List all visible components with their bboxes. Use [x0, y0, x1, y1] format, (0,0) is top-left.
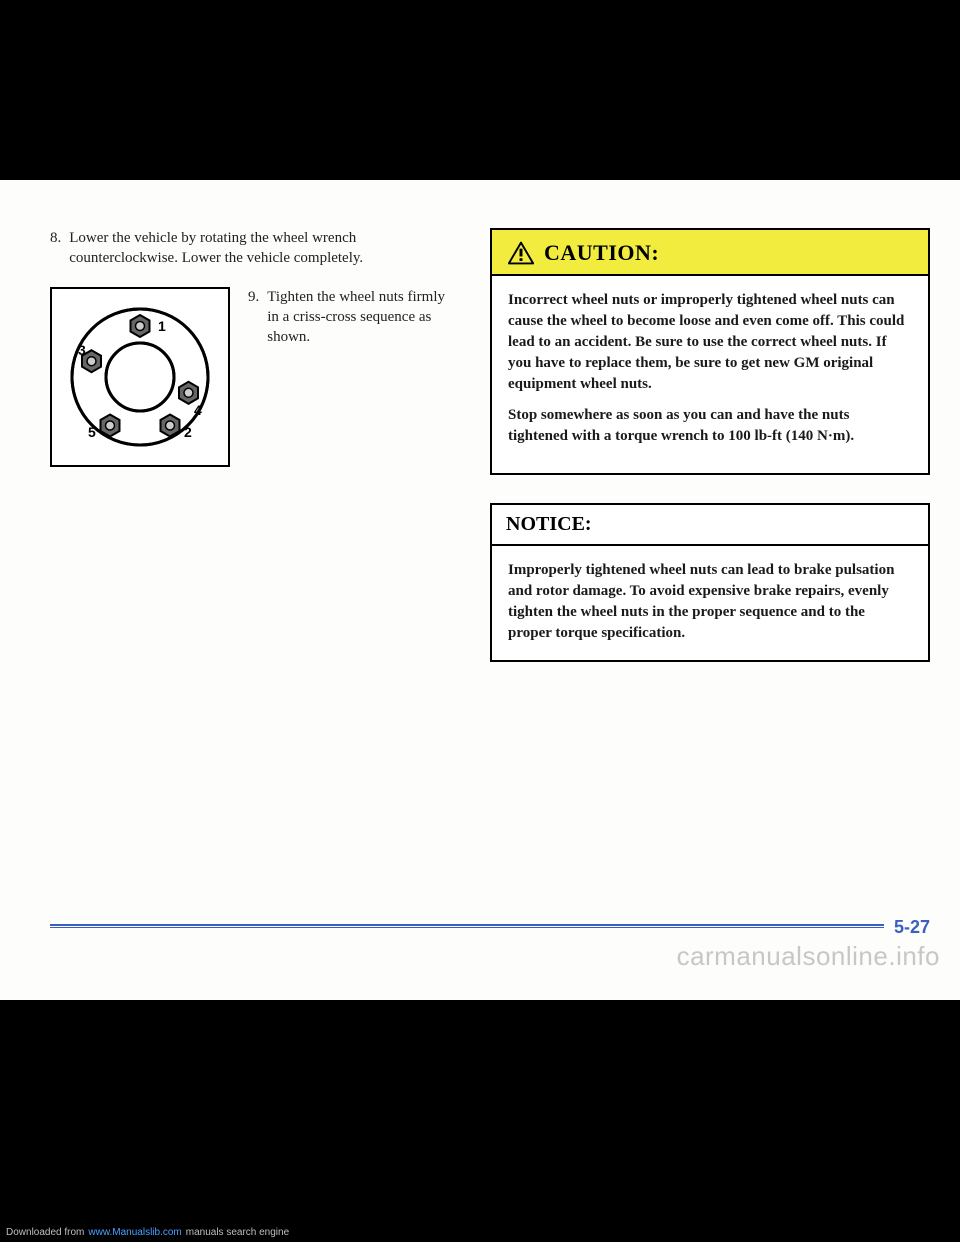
step-number: 8. [50, 228, 61, 269]
left-column: 8. Lower the vehicle by rotating the whe… [50, 228, 450, 662]
svg-text:1: 1 [158, 318, 166, 334]
lug-nut-sequence-diagram: 1 4 2 [50, 287, 230, 467]
step-number: 9. [248, 287, 259, 348]
caution-box: CAUTION: Incorrect wheel nuts or imprope… [490, 228, 930, 475]
download-link[interactable]: www.Manualslib.com [88, 1227, 181, 1238]
download-suffix: manuals search engine [186, 1227, 289, 1238]
step-9-text-wrap: 9. Tighten the wheel nuts firmly in a cr… [248, 287, 450, 348]
download-prefix: Downloaded from [6, 1227, 84, 1238]
caution-paragraph: Stop somewhere as soon as you can and ha… [508, 405, 912, 447]
download-strip: Downloaded from www.Manualslib.com manua… [0, 1222, 960, 1242]
footer-rule [50, 924, 930, 930]
page-number: 5-27 [884, 917, 930, 938]
right-column: CAUTION: Incorrect wheel nuts or imprope… [490, 228, 930, 662]
step-text: Tighten the wheel nuts firmly in a criss… [267, 287, 450, 348]
warning-triangle-icon [508, 241, 534, 265]
caution-paragraph: Incorrect wheel nuts or improperly tight… [508, 290, 912, 395]
notice-label: NOTICE: [492, 505, 928, 546]
caution-label: CAUTION: [544, 240, 659, 266]
step-8: 8. Lower the vehicle by rotating the whe… [50, 228, 450, 269]
caution-header: CAUTION: [492, 230, 928, 276]
caution-body: Incorrect wheel nuts or improperly tight… [492, 276, 928, 473]
notice-box: NOTICE: Improperly tightened wheel nuts … [490, 503, 930, 662]
step-9: 1 4 2 [50, 287, 450, 467]
notice-body: Improperly tightened wheel nuts can lead… [492, 546, 928, 660]
content-columns: 8. Lower the vehicle by rotating the whe… [50, 228, 930, 662]
step-text: Lower the vehicle by rotating the wheel … [69, 228, 450, 269]
watermark-text: carmanualsonline.info [677, 941, 940, 972]
manual-page: 8. Lower the vehicle by rotating the whe… [0, 180, 960, 1000]
